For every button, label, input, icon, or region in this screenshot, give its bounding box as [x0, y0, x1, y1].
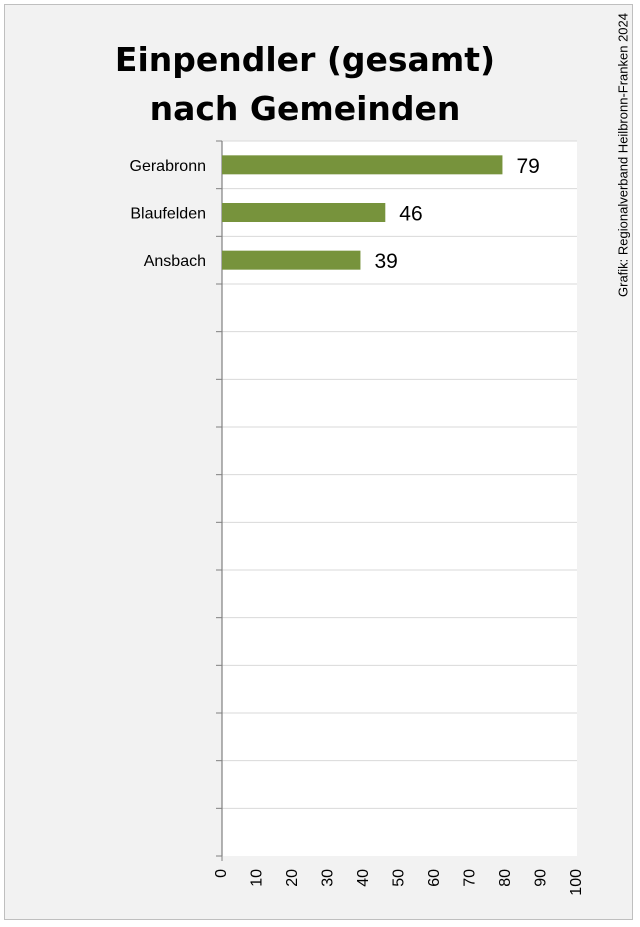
bar: [222, 250, 361, 270]
category-label: Gerabronn: [130, 158, 207, 175]
chart-title-line-1: Einpendler (gesamt): [114, 40, 496, 79]
x-tick-label: 70: [462, 869, 479, 887]
chart-title: Einpendler (gesamt) nach Gemeinden: [5, 35, 605, 133]
x-tick-label: 100: [568, 869, 585, 896]
x-tick-label: 10: [249, 869, 266, 887]
x-tick-label: 60: [426, 869, 443, 887]
x-tick-label: 90: [533, 869, 550, 887]
data-label: 46: [399, 203, 422, 226]
chart-title-line-2: nach Gemeinden: [149, 89, 461, 128]
category-label: Ansbach: [144, 253, 206, 270]
x-tick-label: 40: [355, 869, 372, 887]
x-tick-label: 0: [213, 869, 230, 878]
bar-chart: Gerabronn 79 Blaufelden 46 Ansbach 39 0 10 20 30 4…: [130, 140, 585, 896]
chart-frame: Einpendler (gesamt) nach Gemeinden Grafi…: [4, 4, 633, 920]
x-tick-label: 20: [284, 869, 301, 887]
x-tick-label: 80: [497, 869, 514, 887]
bar: [222, 155, 503, 175]
plot-area: [222, 141, 577, 856]
bar: [222, 203, 386, 222]
data-label: 39: [374, 250, 397, 273]
x-tick-label: 30: [320, 869, 337, 887]
x-tick-label: 50: [391, 869, 408, 887]
category-label: Blaufelden: [130, 206, 206, 223]
data-label: 79: [516, 155, 539, 178]
